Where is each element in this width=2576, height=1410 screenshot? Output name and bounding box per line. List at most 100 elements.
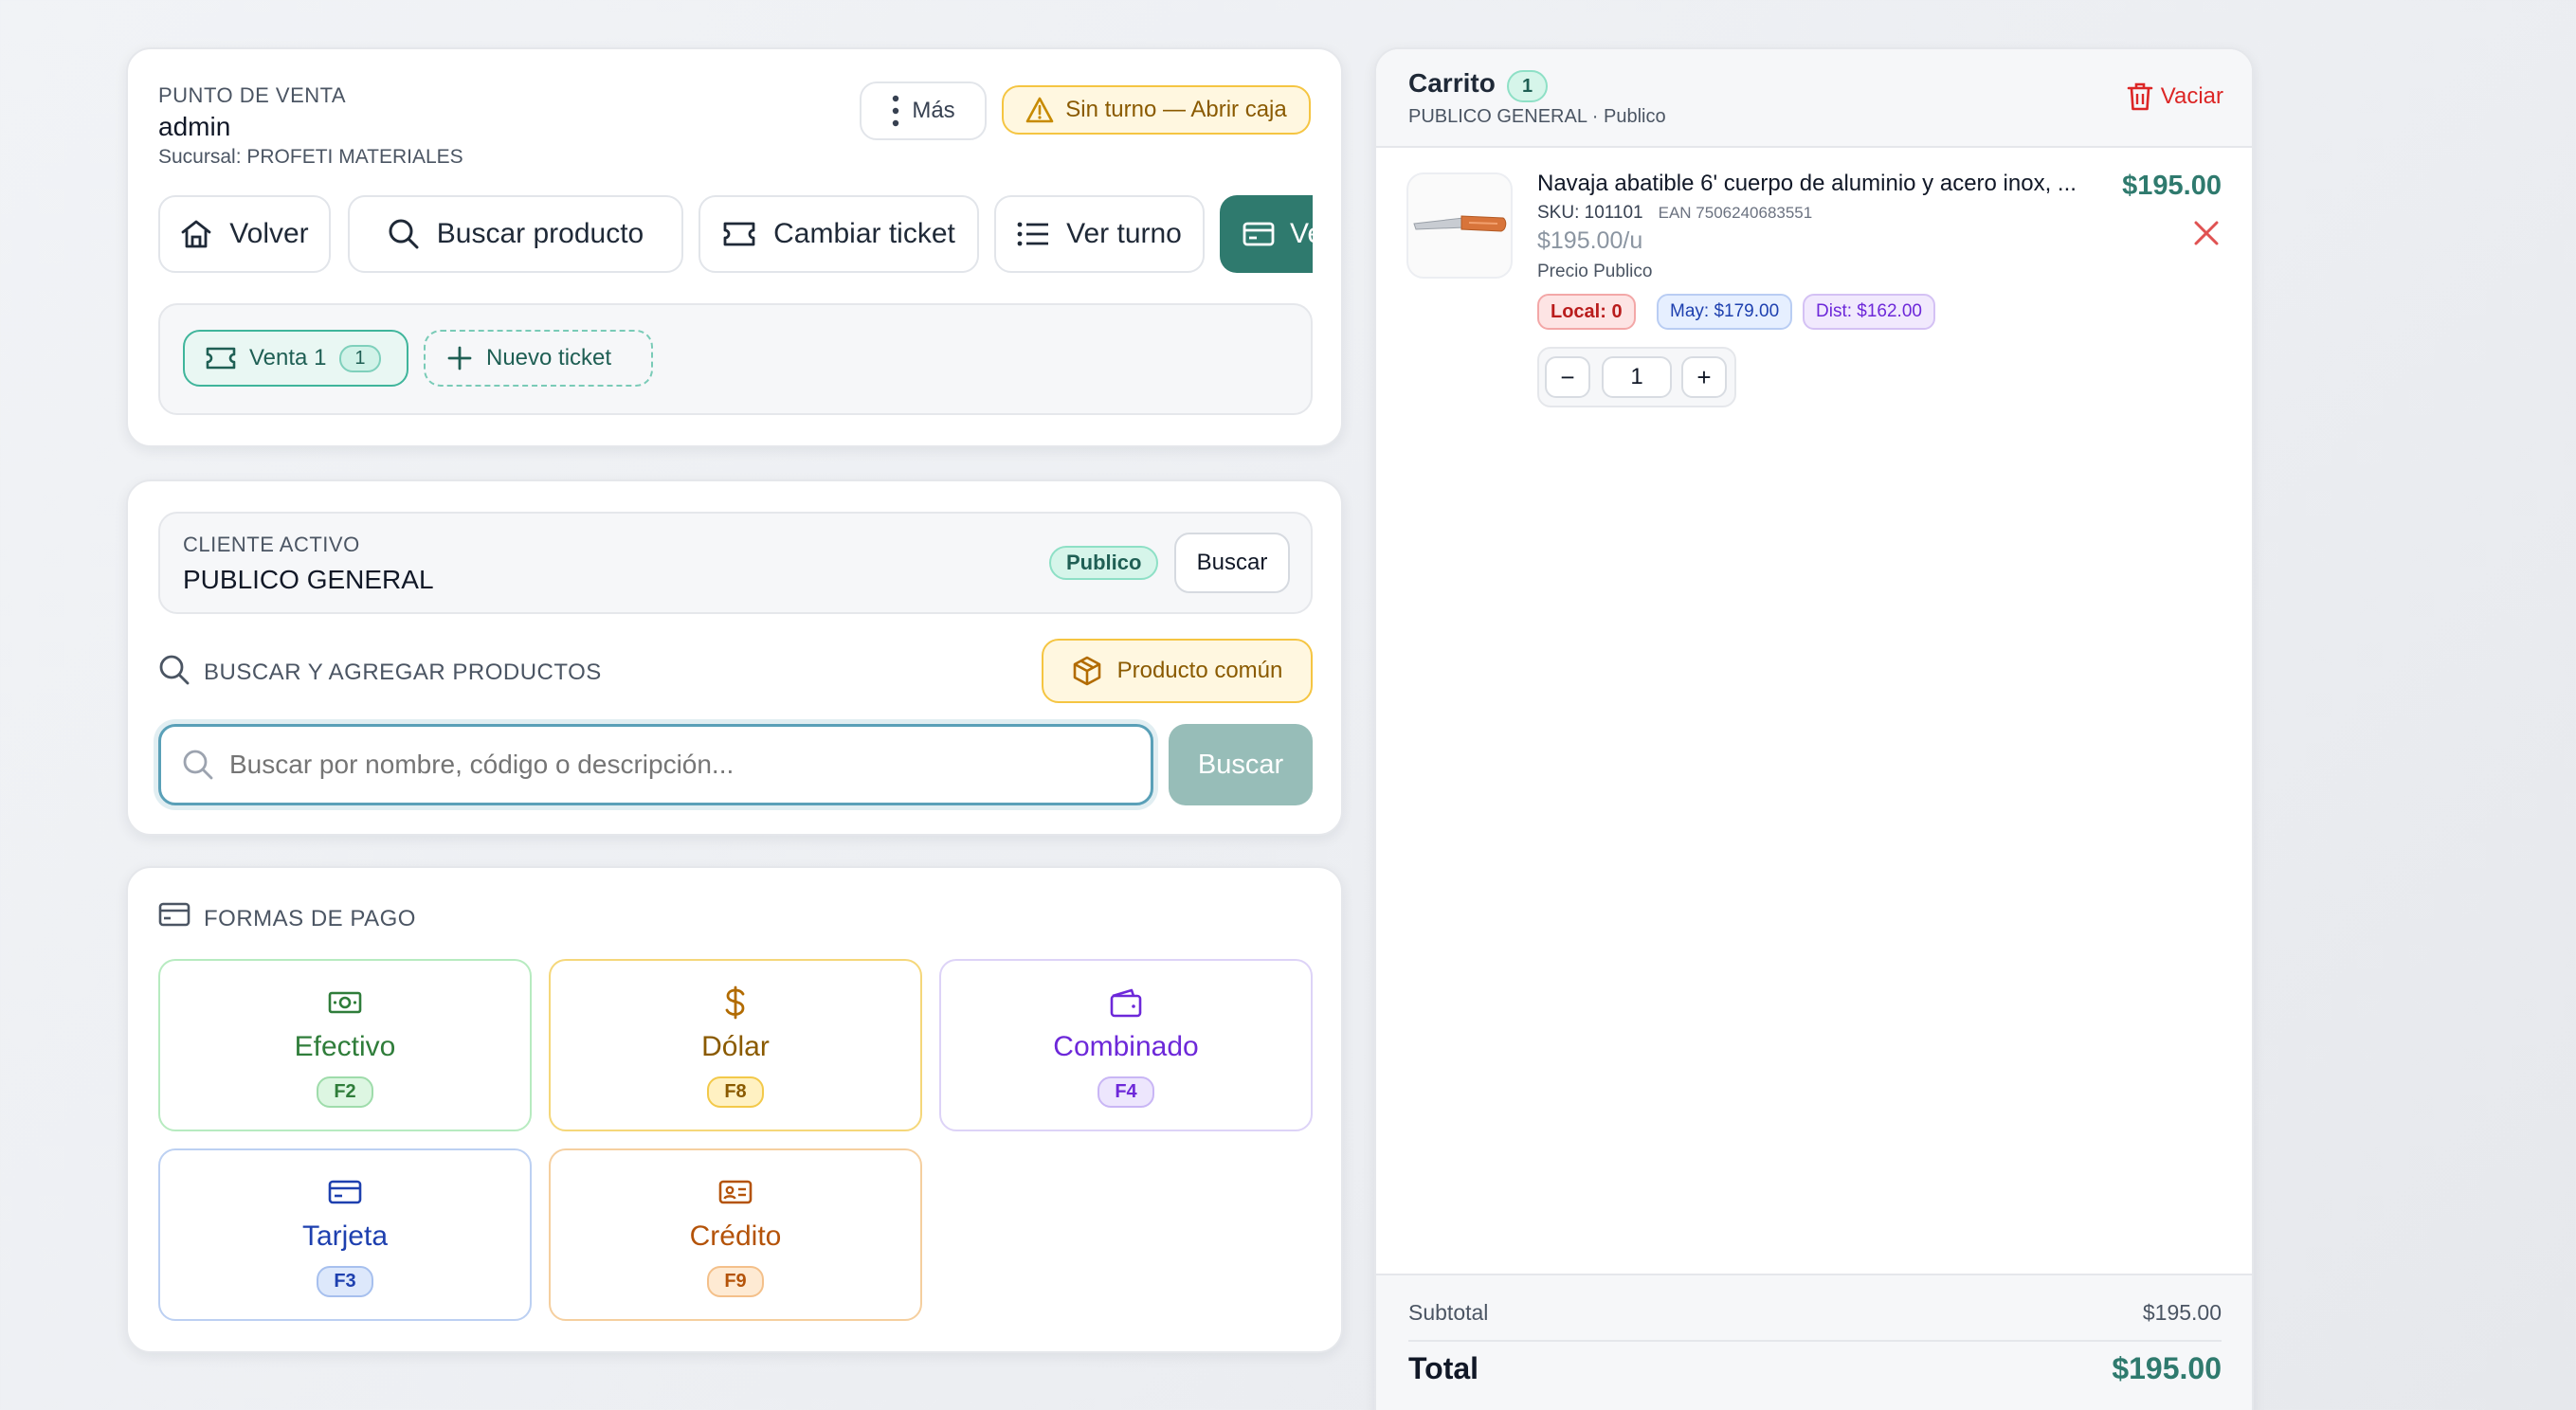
client-search-card: CLIENTE ACTIVO PUBLICO GENERAL Publico B… [126, 479, 1343, 836]
payment-card-button[interactable]: Tarjeta F3 [158, 1148, 532, 1321]
sell-label: Vender [1290, 218, 1313, 249]
common-product-button[interactable]: Producto común [1042, 639, 1313, 703]
register-icon [1243, 221, 1275, 247]
total-value: $195.00 [2112, 1351, 2222, 1385]
cash-icon [328, 984, 362, 1021]
product-search-button[interactable]: Buscar [1169, 724, 1313, 805]
dollar-icon [722, 984, 749, 1021]
product-thumbnail [1406, 172, 1513, 279]
price-may-badge: May: $179.00 [1657, 294, 1793, 330]
subtotal-label: Subtotal [1408, 1300, 1489, 1325]
payment-combined-shortcut: F4 [1098, 1076, 1154, 1108]
pos-branch: Sucursal: PROFETI MATERIALES [158, 146, 463, 168]
price-dist-badge: Dist: $162.00 [1803, 294, 1935, 330]
product-search-input[interactable] [229, 750, 1139, 780]
view-shift-label: Ver turno [1066, 218, 1182, 249]
ticket-tab[interactable]: Venta 1 1 [183, 330, 408, 387]
item-name: Navaja abatible 6' cuerpo de aluminio y … [1537, 171, 2077, 196]
box-icon [1072, 656, 1102, 686]
knife-image [1413, 215, 1507, 232]
back-button[interactable]: Volver [158, 195, 331, 273]
cart-header: Carrito 1 PUBLICO GENERAL · Publico Vaci… [1376, 49, 2252, 148]
cart-panel: Carrito 1 PUBLICO GENERAL · Publico Vaci… [1374, 47, 2254, 1410]
payment-cash-label: Efectivo [294, 1031, 396, 1062]
product-search-section-label: BUSCAR Y AGREGAR PRODUCTOS [204, 660, 602, 685]
cart-totals: Subtotal $195.00 Total $195.00 [1376, 1274, 2252, 1410]
payment-dollar-button[interactable]: Dólar F8 [549, 959, 922, 1131]
client-type-badge: Publico [1049, 546, 1159, 580]
stock-local-badge: Local: 0 [1537, 294, 1636, 330]
cart-client-line: PUBLICO GENERAL · Publico [1408, 106, 1666, 127]
pos-header-card: PUNTO DE VENTA admin Sucursal: PROFETI M… [126, 47, 1343, 447]
payment-combined-button[interactable]: Combinado F4 [939, 959, 1313, 1131]
ticket-icon [722, 221, 756, 247]
change-ticket-button[interactable]: Cambiar ticket [698, 195, 979, 273]
new-ticket-button[interactable]: Nuevo ticket [424, 330, 653, 387]
item-unit-price: $195.00/u [1537, 227, 1643, 254]
active-client-box: CLIENTE ACTIVO PUBLICO GENERAL Publico B… [158, 512, 1313, 614]
ticket-icon [206, 347, 236, 370]
back-label: Volver [229, 218, 309, 249]
subtotal-value: $195.00 [2142, 1300, 2222, 1325]
more-label: Más [912, 98, 955, 123]
clear-cart-label: Vaciar [2160, 83, 2223, 109]
payment-card-label: Tarjeta [301, 1220, 389, 1252]
close-icon [2193, 220, 2220, 246]
common-product-label: Producto común [1116, 658, 1283, 683]
pos-section-label: PUNTO DE VENTA [158, 83, 347, 107]
cart-count-badge: 1 [1507, 70, 1549, 102]
search-product-label: Buscar producto [436, 218, 644, 249]
client-search-button[interactable]: Buscar [1174, 533, 1290, 593]
payments-section-label: FORMAS DE PAGO [204, 906, 416, 931]
client-section-label: CLIENTE ACTIVO [183, 533, 360, 556]
search-icon [388, 218, 420, 250]
view-shift-button[interactable]: Ver turno [994, 195, 1205, 273]
quantity-input[interactable] [1602, 356, 1672, 398]
warning-icon [1025, 97, 1054, 123]
ticket-label: Venta 1 [249, 345, 327, 371]
totals-divider [1408, 1340, 2222, 1342]
action-bar: Volver Buscar producto Cambiar ticket Ve… [158, 193, 1313, 277]
change-ticket-label: Cambiar ticket [773, 218, 955, 249]
trash-icon [2127, 81, 2153, 112]
payment-cash-button[interactable]: Efectivo F2 [158, 959, 532, 1131]
quantity-stepper: − + [1537, 347, 1736, 407]
shift-warning-label: Sin turno — Abrir caja [1065, 97, 1287, 122]
payment-credit-label: Crédito [689, 1220, 782, 1252]
card-icon [328, 1173, 362, 1211]
more-vertical-icon [891, 95, 900, 127]
shift-warning-button[interactable]: Sin turno — Abrir caja [1002, 85, 1311, 135]
cart-item: Navaja abatible 6' cuerpo de aluminio y … [1376, 148, 2252, 432]
wallet-icon [1109, 984, 1143, 1021]
search-icon [182, 749, 214, 781]
payment-dollar-shortcut: F8 [707, 1076, 764, 1108]
search-icon [158, 654, 190, 686]
decrement-button[interactable]: − [1545, 356, 1590, 398]
new-ticket-label: Nuevo ticket [486, 345, 612, 371]
payment-cash-shortcut: F2 [317, 1076, 373, 1108]
home-icon [180, 219, 212, 249]
item-sku: SKU: 101101 [1537, 203, 1643, 223]
item-ean: EAN 7506240683551 [1658, 204, 1813, 222]
search-product-button[interactable]: Buscar producto [348, 195, 683, 273]
client-name: PUBLICO GENERAL [183, 565, 434, 594]
more-button[interactable]: Más [860, 81, 987, 140]
total-label: Total [1408, 1351, 1479, 1385]
plus-icon [446, 345, 473, 371]
sell-button[interactable]: Vender [1220, 195, 1313, 273]
payment-credit-button[interactable]: Crédito F9 [549, 1148, 922, 1321]
credit-card-icon [158, 902, 190, 927]
payment-dollar-label: Dólar [701, 1031, 770, 1062]
list-icon [1017, 222, 1049, 246]
clear-cart-button[interactable]: Vaciar [2127, 81, 2223, 112]
product-search-field[interactable] [158, 724, 1153, 805]
payment-credit-shortcut: F9 [707, 1266, 764, 1297]
remove-item-button[interactable] [2193, 220, 2220, 251]
ticket-count-badge: 1 [339, 344, 381, 372]
payment-combined-label: Combinado [1053, 1031, 1199, 1062]
item-total: $195.00 [2122, 171, 2222, 201]
ticket-tray: Venta 1 1 Nuevo ticket [158, 303, 1313, 415]
increment-button[interactable]: + [1681, 356, 1727, 398]
item-price-list: Precio Publico [1537, 262, 1653, 281]
cart-title: Carrito [1408, 68, 1496, 98]
